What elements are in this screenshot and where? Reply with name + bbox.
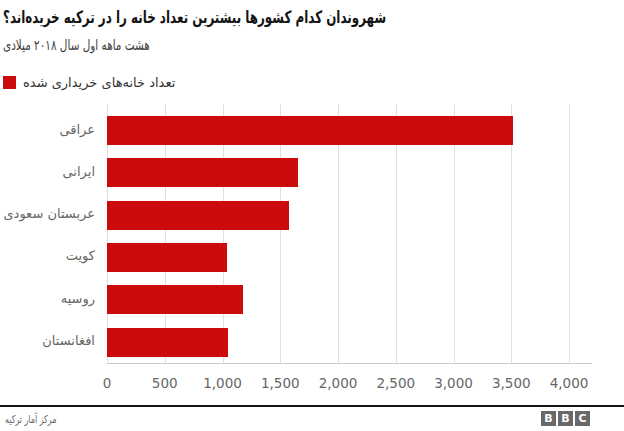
bbc-logo: BBC — [541, 411, 590, 426]
bbc-logo-letter: B — [541, 411, 556, 426]
category-label-2: عربستان سعودی — [0, 206, 95, 221]
category-label-4: روسیه — [0, 291, 95, 306]
footer-divider — [0, 405, 624, 407]
bar-0 — [107, 116, 513, 145]
bar-3 — [107, 243, 227, 272]
bar-1 — [107, 158, 298, 187]
category-label-3: کویت — [0, 248, 95, 263]
category-label-1: ایرانی — [0, 164, 95, 179]
bbc-logo-letter: C — [575, 411, 590, 426]
bbc-persian-chart-page: شهروندان کدام کشورها بیشترین تعداد خانه … — [0, 0, 624, 431]
bar-2 — [107, 201, 289, 230]
gridline — [569, 104, 570, 363]
bar-chart: عراقی ایرانی عربستان سعودی کویت روسیه افغانست… — [0, 0, 624, 431]
category-label-0: عراقی — [0, 122, 95, 137]
category-label-5: افغانستان — [0, 333, 95, 348]
x-tick-label: 4,000 — [534, 375, 604, 391]
bbc-logo-letter: B — [558, 411, 573, 426]
bar-4 — [107, 285, 243, 314]
bar-5 — [107, 328, 228, 357]
x-axis-line — [107, 363, 592, 364]
source-label: مرکز آمار ترکیه — [5, 413, 56, 426]
